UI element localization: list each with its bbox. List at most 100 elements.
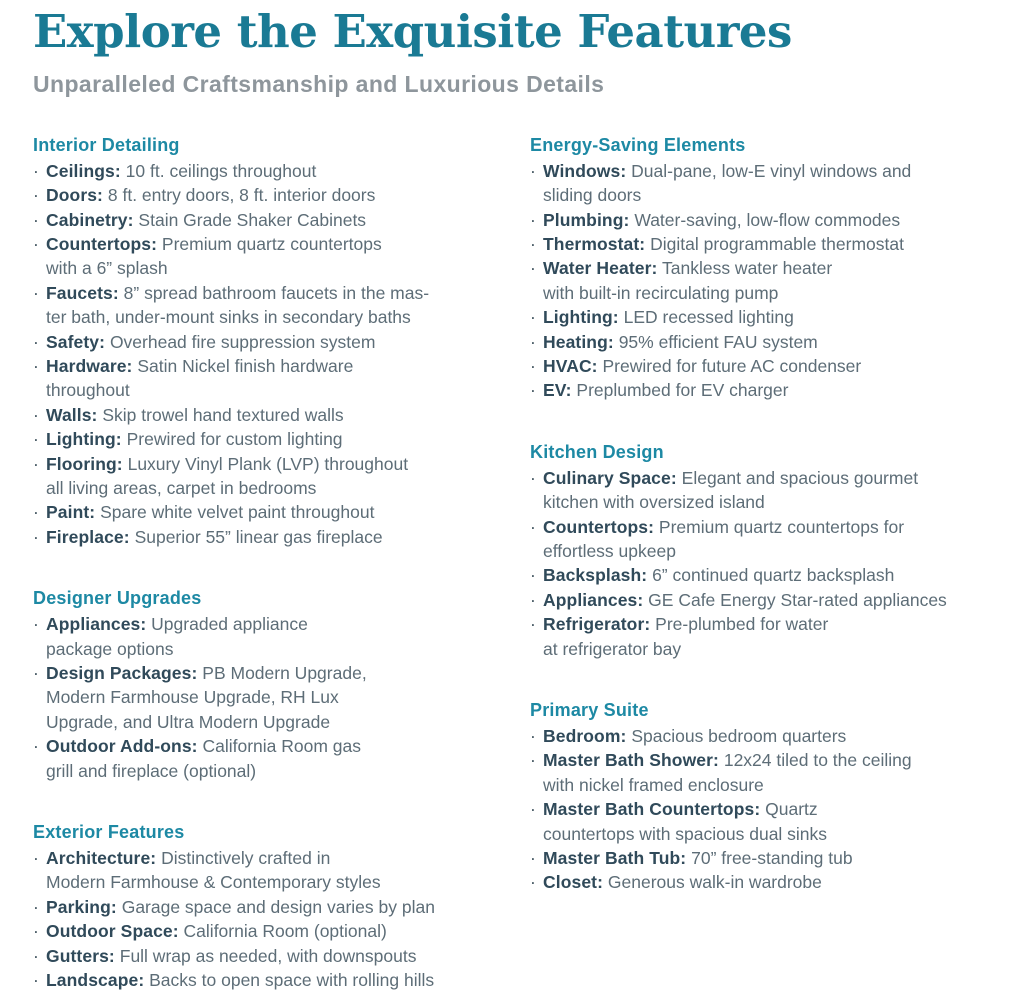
list-item: · Master Bath Shower: 12x24 tiled to the … (530, 748, 1010, 797)
item-text: 95% efficient FAU system (618, 331, 818, 352)
bullet-icon: · (33, 663, 39, 683)
list-item: · Hardware: Satin Nickel finish hardware … (33, 354, 530, 403)
feature-list: · Ceilings: 10 ft. ceilings throughout · Do… (33, 159, 530, 550)
bullet-icon: · (33, 404, 39, 425)
item-text: LED recessed lighting (623, 307, 794, 328)
bullet-icon: · (530, 872, 536, 893)
list-item: · Bedroom: Spacious bedroom quarters (530, 724, 1010, 748)
list-item: · Lighting: LED recessed lighting (530, 305, 1010, 329)
bullet-icon: · (33, 945, 39, 966)
bullet-icon: · (33, 429, 39, 450)
list-item: · Paint: Spare white velvet paint through… (33, 500, 530, 524)
item-label: Gutters: (46, 945, 115, 966)
bullet-icon: · (530, 355, 536, 376)
bullet-icon: · (530, 233, 536, 254)
list-item: · Countertops: Premium quartz countertops… (33, 232, 530, 281)
item-label: Parking: (46, 896, 117, 917)
list-item: · Master Bath Countertops: Quartz counter… (530, 797, 1010, 846)
item-text: Spacious bedroom quarters (631, 726, 847, 746)
page-subtitle: Unparalleled Craftsmanship and Luxurious… (33, 71, 605, 98)
item-label: Outdoor Add-ons: (46, 736, 198, 757)
item-label: Culinary Space: (543, 467, 677, 488)
bullet-icon: · (33, 848, 39, 869)
bullet-icon: · (530, 516, 536, 537)
page-title: Explore the Exquisite Features (33, 5, 792, 58)
item-text: Distinctively crafted in Modern Farmhous… (46, 848, 381, 893)
bullet-icon: · (530, 380, 536, 401)
list-item: · Parking: Garage space and design varies… (33, 895, 530, 919)
bullet-icon: · (33, 453, 39, 474)
list-item: · Closet: Generous walk-in wardrobe (530, 870, 1010, 894)
bullet-icon: · (33, 614, 39, 635)
bullet-icon: · (33, 526, 39, 547)
item-label: Countertops: (543, 516, 655, 537)
item-label: Water Heater: (543, 258, 658, 279)
item-label: Master Bath Tub: (543, 848, 687, 869)
list-item: · Architecture: Distinctively crafted in … (33, 846, 530, 895)
item-label: Countertops: (46, 233, 158, 254)
bullet-icon: · (33, 160, 39, 181)
item-text: 8 ft. entry doors, 8 ft. interior doors (107, 185, 376, 206)
list-item: · Windows: Dual-pane, low-E vinyl windows… (530, 159, 1010, 208)
bullet-icon: · (33, 921, 39, 942)
feature-list: · Culinary Space: Elegant and spacious go… (530, 466, 1010, 661)
item-label: Doors: (46, 185, 103, 206)
list-item: · Outdoor Space: California Room (optiona… (33, 919, 530, 943)
bullet-icon: · (530, 750, 536, 771)
list-item: · Countertops: Premium quartz countertops… (530, 515, 1010, 564)
item-text: 10 ft. ceilings throughout (125, 160, 317, 181)
item-text: 12x24 tiled to the ceiling with nickel f… (543, 750, 912, 795)
item-text: Spare white velvet paint throughout (100, 502, 375, 523)
section-heading: Exterior Features (33, 822, 185, 843)
item-text: Luxury Vinyl Plank (LVP) throughout all … (46, 453, 409, 498)
bullet-icon: · (33, 185, 39, 206)
item-label: Appliances: (543, 589, 644, 610)
bullet-icon: · (33, 331, 39, 352)
item-text: Superior 55” linear gas fireplace (134, 526, 383, 547)
list-item: · EV: Preplumbed for EV charger (530, 378, 1010, 402)
item-text: Garage space and design varies by plan (121, 896, 435, 917)
item-text: Elegant and spacious gourmet kitchen wit… (543, 467, 919, 513)
item-label: EV: (543, 380, 572, 401)
item-label: Hardware: (46, 355, 133, 376)
list-item: · Cabinetry: Stain Grade Shaker Cabinets (33, 208, 530, 232)
item-label: Design Packages: (46, 663, 198, 683)
item-label: Architecture: (46, 848, 157, 869)
item-text: Skip trowel hand textured walls (102, 404, 344, 425)
bullet-icon: · (530, 160, 536, 181)
item-text: California Room gas grill and fireplace … (46, 736, 362, 781)
feature-section: Energy-Saving Elements · Windows: Dual-pan… (530, 133, 1010, 403)
feature-section: Primary Suite · Bedroom: Spacious bedroom … (530, 698, 1010, 895)
feature-columns: Interior Detailing · Ceilings: 10 ft. ceil… (33, 133, 1010, 992)
bullet-icon: · (530, 614, 536, 635)
bullet-icon: · (530, 258, 536, 279)
item-label: Bedroom: (543, 726, 627, 746)
item-text: Tankless water heater with built-in reci… (543, 258, 833, 303)
feature-section: Designer Upgrades · Appliances: Upgraded a… (33, 586, 530, 783)
feature-list: · Architecture: Distinctively crafted in … (33, 846, 530, 992)
list-item: · Gutters: Full wrap as needed, with down… (33, 944, 530, 968)
item-text: Dual-pane, low-E vinyl windows and slidi… (543, 160, 912, 206)
section-heading: Interior Detailing (33, 134, 180, 155)
bullet-icon: · (33, 970, 39, 991)
bullet-icon: · (530, 589, 536, 610)
item-text: Overhead fire suppression system (109, 331, 376, 352)
bullet-icon: · (530, 848, 536, 869)
item-label: Ceilings: (46, 160, 121, 181)
item-label: Landscape: (46, 970, 145, 991)
list-item: · Backsplash: 6” continued quartz backspl… (530, 563, 1010, 587)
item-label: Safety: (46, 331, 106, 352)
list-item: · Walls: Skip trowel hand textured walls (33, 403, 530, 427)
item-label: Outdoor Space: (46, 921, 179, 942)
item-text: Prewired for future AC condenser (602, 355, 862, 376)
list-item: · Doors: 8 ft. entry doors, 8 ft. interio… (33, 183, 530, 207)
item-text: Stain Grade Shaker Cabinets (138, 209, 367, 230)
bullet-icon: · (530, 209, 536, 230)
list-item: · Lighting: Prewired for custom lighting (33, 427, 530, 451)
item-text: Generous walk-in wardrobe (607, 872, 822, 893)
list-item: · Landscape: Backs to open space with rol… (33, 968, 530, 992)
bullet-icon: · (530, 331, 536, 352)
item-label: Backsplash: (543, 565, 648, 586)
bullet-icon: · (33, 896, 39, 917)
